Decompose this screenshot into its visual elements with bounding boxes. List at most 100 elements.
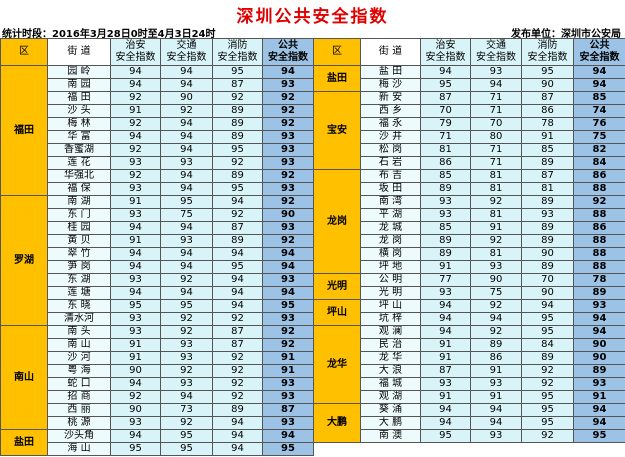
index-value: 94 xyxy=(420,299,471,313)
street: 东 湖 xyxy=(47,273,111,287)
index-value: 92 xyxy=(212,364,263,378)
index-value: 81 xyxy=(521,182,574,196)
index-value: 93 xyxy=(262,221,314,235)
index-value: 91 xyxy=(420,260,471,274)
index-value: 84 xyxy=(521,338,574,352)
data-row: 光明公 明 77 90 70 78 xyxy=(313,273,625,300)
street: 沙头角 xyxy=(47,429,111,443)
index-value: 92 xyxy=(470,234,522,248)
index-value: 94 xyxy=(160,182,213,196)
index-value: 89 xyxy=(470,338,522,352)
data-row: 南 山 91 93 87 92 xyxy=(1,338,314,352)
index-value: 81 xyxy=(470,169,522,183)
title: 深圳公共安全指数 xyxy=(236,7,389,27)
index-value: 92 xyxy=(160,416,213,430)
street: 沙 井 xyxy=(360,130,421,144)
index-value: 86 xyxy=(573,169,625,183)
index-value: 92 xyxy=(573,195,625,209)
data-row: 石 岩 86 71 89 84 xyxy=(314,156,625,170)
district: 大鹏 xyxy=(313,403,361,443)
index-value: 76 xyxy=(573,117,625,131)
data-row: 坪 地 91 93 89 88 xyxy=(314,260,625,274)
index-value: 94 xyxy=(160,78,213,92)
index-value: 88 xyxy=(573,234,625,248)
index-value: 88 xyxy=(573,260,625,274)
street: 平 湖 xyxy=(360,208,421,222)
index-value: 94 xyxy=(212,273,263,287)
index-value: 93 xyxy=(420,208,471,222)
data-row: 梅 林 92 94 89 92 xyxy=(1,117,314,131)
index-value: 75 xyxy=(160,208,213,222)
street: 华强北 xyxy=(47,169,111,183)
street: 南 湖 xyxy=(47,195,111,209)
district: 罗湖 xyxy=(0,195,48,326)
index-value: 92 xyxy=(262,338,314,352)
data-row: 观 湖 91 91 95 91 xyxy=(314,390,625,404)
index-value: 94 xyxy=(420,312,471,326)
index-value: 93 xyxy=(470,377,522,391)
street: 蛇 口 xyxy=(47,377,111,391)
district: 光明 xyxy=(313,273,361,300)
index-value: 89 xyxy=(212,169,263,183)
index-value: 77 xyxy=(420,273,471,287)
data-row: 华强北 92 94 89 92 xyxy=(1,169,314,183)
column-header: 消防 安全指数 xyxy=(212,38,263,66)
index-value: 71 xyxy=(470,156,522,170)
index-value: 92 xyxy=(262,325,314,339)
index-value: 92 xyxy=(110,117,161,131)
data-row: 盐田盐 田 94 93 95 94 xyxy=(313,65,625,92)
index-value: 93 xyxy=(262,416,314,430)
index-value: 93 xyxy=(160,234,213,248)
index-value: 92 xyxy=(160,273,213,287)
column-header: 街 道 xyxy=(47,38,111,66)
index-value: 89 xyxy=(521,156,574,170)
data-row: 莲 塘 94 94 94 94 xyxy=(1,286,314,300)
district: 宝安 xyxy=(313,91,361,170)
street: 龙 城 xyxy=(360,221,421,235)
index-value: 88 xyxy=(573,182,625,196)
index-value: 84 xyxy=(573,156,625,170)
index-value: 70 xyxy=(470,117,522,131)
index-value: 90 xyxy=(110,364,161,378)
data-row: 宝安新 安 87 71 87 85 xyxy=(313,91,625,170)
data-row: 民 治 91 89 84 90 xyxy=(314,338,625,352)
street: 南 头 xyxy=(47,325,111,339)
street: 大 浪 xyxy=(360,364,421,378)
column-header: 公共 安全指数 xyxy=(573,38,625,66)
data-row: 福 田 92 90 92 92 xyxy=(1,91,314,105)
index-value: 89 xyxy=(573,286,625,300)
index-value: 90 xyxy=(262,208,314,222)
index-value: 75 xyxy=(573,130,625,144)
data-row: 沙 头 91 92 89 92 xyxy=(1,104,314,118)
index-value: 93 xyxy=(262,377,314,391)
index-value: 94 xyxy=(262,429,314,443)
index-value: 91 xyxy=(521,130,574,144)
data-row: 东 门 93 75 92 90 xyxy=(1,208,314,222)
street: 福 保 xyxy=(47,182,111,196)
index-value: 89 xyxy=(521,195,574,209)
column-header: 交通 安全指数 xyxy=(160,38,213,66)
index-value: 87 xyxy=(212,78,263,92)
street: 观 湖 xyxy=(360,390,421,404)
index-value: 90 xyxy=(573,351,625,365)
index-value: 93 xyxy=(521,208,574,222)
index-value: 73 xyxy=(160,403,213,417)
data-row: 罗湖南 湖 91 95 94 92 xyxy=(0,195,314,326)
street: 观 澜 xyxy=(360,325,421,339)
index-value: 94 xyxy=(110,377,161,391)
index-value: 95 xyxy=(521,65,574,79)
column-header: 公共 安全指数 xyxy=(262,38,314,66)
index-value: 94 xyxy=(160,130,213,144)
data-row: 光 明 93 75 90 89 xyxy=(314,286,625,300)
street: 龙 岗 xyxy=(360,234,421,248)
index-value: 94 xyxy=(262,247,314,261)
street: 粤 海 xyxy=(47,364,111,378)
street: 沙 河 xyxy=(47,351,111,365)
data-row: 大鹏葵 涌 94 94 95 94 xyxy=(313,403,625,443)
data-row: 海 山 95 95 94 95 xyxy=(1,442,314,456)
data-row: 福 城 93 93 92 93 xyxy=(314,377,625,391)
index-value: 91 xyxy=(110,351,161,365)
index-value: 92 xyxy=(160,312,213,326)
index-value: 87 xyxy=(521,169,574,183)
index-value: 94 xyxy=(262,286,314,300)
